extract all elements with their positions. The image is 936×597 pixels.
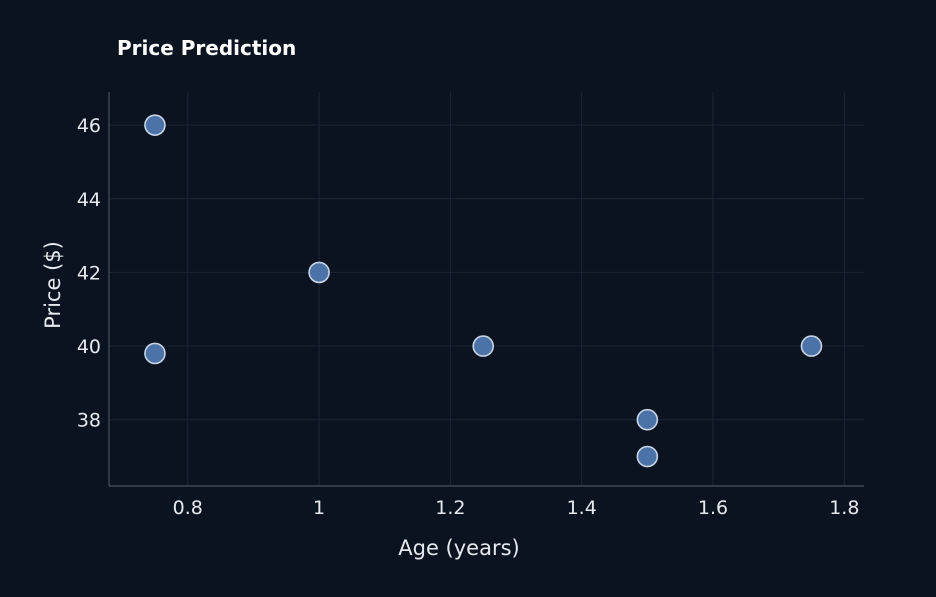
y-tick-label: 38 (77, 410, 101, 432)
x-tick-label: 1.2 (435, 497, 465, 519)
chart-title: Price Prediction (117, 36, 296, 60)
data-point[interactable] (636, 445, 659, 468)
data-point[interactable] (800, 335, 823, 357)
y-tick-label: 42 (77, 262, 101, 284)
y-axis-title: Price ($) (41, 241, 65, 329)
data-points (144, 114, 823, 468)
x-axis-title: Age (years) (398, 536, 519, 560)
y-tick-label: 46 (77, 115, 101, 137)
y-tick-labels: 38 40 42 44 46 (77, 115, 101, 432)
axis-layer (108, 92, 864, 487)
data-point[interactable] (472, 335, 495, 357)
data-point[interactable] (636, 408, 659, 431)
data-point[interactable] (144, 114, 166, 136)
x-tick-label: 1.4 (567, 497, 597, 519)
y-tick-label: 44 (77, 189, 101, 211)
x-tick-label: 1.6 (698, 497, 728, 519)
x-tick-label: 1 (313, 497, 325, 519)
data-point[interactable] (308, 261, 330, 284)
y-tick-label: 40 (77, 336, 101, 358)
x-tick-label: 1.8 (829, 497, 859, 519)
x-tick-labels: 0.8 1 1.2 1.4 1.6 1.8 (173, 497, 860, 519)
grid-layer (109, 92, 864, 486)
x-tick-label: 0.8 (173, 497, 203, 519)
data-point[interactable] (144, 342, 166, 365)
